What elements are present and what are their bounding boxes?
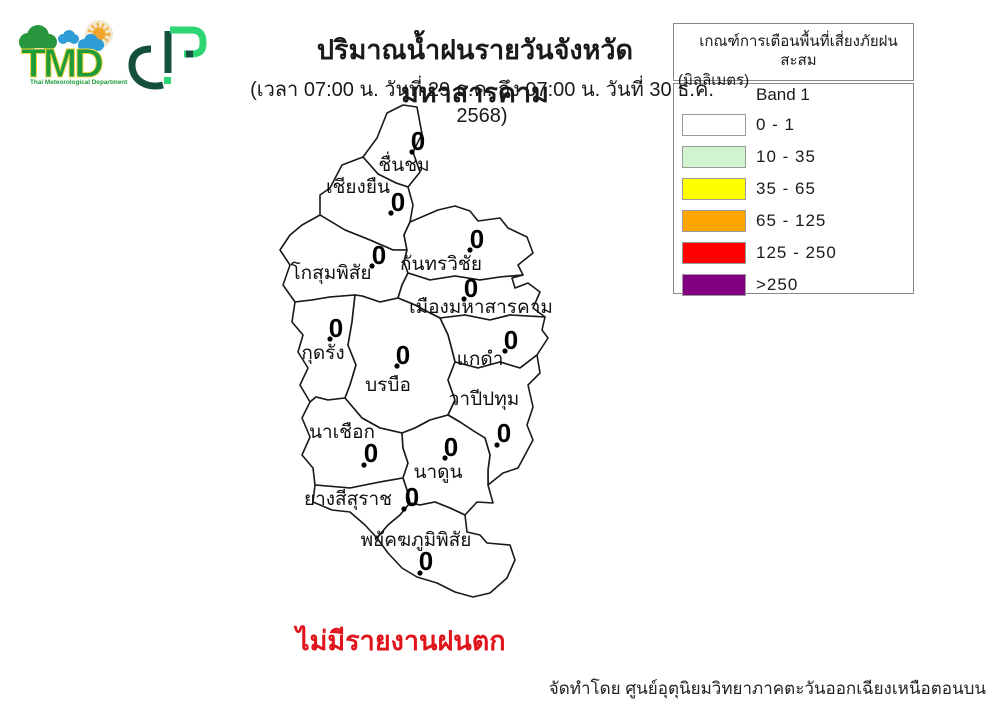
district-label: เชียงยืน xyxy=(326,176,390,198)
district-label: โกสุมพิสัย xyxy=(290,261,371,285)
sun-rays-icon xyxy=(87,22,111,46)
district-label: แกดำ xyxy=(457,349,504,370)
district-shape-chuenchom xyxy=(362,104,423,188)
rainfall-value: 0 xyxy=(372,240,386,270)
district-annotations: 0 ชื่นชม 0 เชียงยืน 0 โกสุมพิสัย 0 กันทร… xyxy=(290,126,552,576)
legend-row: 65 - 125 xyxy=(682,210,913,232)
district-label: ยางสีสุราช xyxy=(304,488,392,511)
legend-band-label: Band 1 xyxy=(756,85,810,104)
rainfall-value: 0 xyxy=(504,325,518,355)
station-dot xyxy=(361,462,367,468)
rainfall-value: 0 xyxy=(497,418,511,448)
district-label: วาปีปทุม xyxy=(449,388,520,411)
legend-range-label: >250 xyxy=(756,275,799,294)
rainfall-value: 0 xyxy=(396,340,410,370)
rainfall-value: 0 xyxy=(405,482,419,512)
station-dot xyxy=(502,348,508,354)
district-shape-phayakkhaphumphisai xyxy=(376,501,516,598)
legend-scale: Band 1 0 - 1 10 - 35 35 - 65 65 - 125 12… xyxy=(673,83,914,296)
no-rain-report-note: ไม่มีรายงานฝนตก xyxy=(296,626,506,656)
legend-range-label: 125 - 250 xyxy=(756,243,837,262)
district-label: กันทรวิชัย xyxy=(400,254,482,275)
rainfall-value: 0 xyxy=(464,273,478,303)
page-subtitle: (เวลา 07:00 น. วันที่ 29 ธ.ค. ถึง 07:00 … xyxy=(250,79,714,127)
header-logos: TMD Thai Meteorological Department xyxy=(19,20,207,90)
legend-range-label: 35 - 65 xyxy=(756,179,816,198)
legend-swatch xyxy=(682,178,746,200)
legend-row: 125 - 250 xyxy=(682,242,913,264)
legend-row: 35 - 65 xyxy=(682,178,913,200)
station-dot xyxy=(409,149,415,155)
legend-swatch xyxy=(682,114,746,136)
district-label: นาดูน xyxy=(414,462,463,483)
cloud-icon xyxy=(58,30,104,51)
legend-swatch xyxy=(682,210,746,232)
legend-header: เกณฑ์การเตือนพื้นที่เสี่ยงภัยฝนสะสม (มิล… xyxy=(673,23,914,89)
legend-row: 10 - 35 xyxy=(682,146,913,168)
rainfall-value: 0 xyxy=(329,313,343,343)
tmd-logo: TMD Thai Meteorological Department xyxy=(19,20,128,87)
station-dot xyxy=(401,506,407,512)
district-shape-kantharawichai xyxy=(403,205,534,281)
legend: เกณฑ์การเตือนพื้นที่เสี่ยงภัยฝนสะสม (มิล… xyxy=(673,23,914,296)
station-dot xyxy=(467,247,473,253)
station-dot xyxy=(394,363,400,369)
tree-canopy-icon xyxy=(19,25,57,51)
legend-range-label: 65 - 125 xyxy=(756,211,827,230)
district-label: บรบือ xyxy=(365,375,411,396)
tmd-logo-subtext: Thai Meteorological Department xyxy=(30,79,128,86)
station-dot xyxy=(388,210,394,216)
district-label: กุดรัง xyxy=(301,343,344,365)
rainfall-value: 0 xyxy=(470,224,484,254)
legend-swatch xyxy=(682,274,746,296)
rainfall-value: 0 xyxy=(444,432,458,462)
station-dot xyxy=(461,296,467,302)
station-dot xyxy=(494,442,500,448)
de-logo-icon xyxy=(128,26,207,90)
district-label: ชื่นชม xyxy=(378,151,429,176)
legend-range-label: 0 - 1 xyxy=(756,115,796,134)
legend-swatch xyxy=(682,146,746,168)
rainfall-value: 0 xyxy=(391,187,405,217)
credit-text: จัดทำโดย ศูนย์อุตุนิยมวิทยาภาคตะวันออกเฉ… xyxy=(548,679,986,698)
rainfall-value: 0 xyxy=(419,546,433,576)
station-dot xyxy=(417,570,423,576)
rainfall-value: 0 xyxy=(364,438,378,468)
station-dot xyxy=(442,455,448,461)
district-label: เมืองมหาสารคาม xyxy=(409,297,553,318)
legend-row: >250 xyxy=(682,274,913,296)
legend-unit: (มิลลิเมตร) xyxy=(678,72,750,89)
station-dot xyxy=(327,336,333,342)
legend-swatch xyxy=(682,242,746,264)
page-title: ปริมาณน้ำฝนรายวันจังหวัดมหาสารคาม xyxy=(316,35,634,108)
district-label: พยัคฆภูมิพิสัย xyxy=(361,530,472,551)
district-shapes xyxy=(279,104,549,598)
district-label: นาเชือก xyxy=(309,422,375,443)
legend-row: 0 - 1 xyxy=(682,114,913,136)
rainfall-value: 0 xyxy=(411,126,425,156)
legend-title: เกณฑ์การเตือนพื้นที่เสี่ยงภัยฝนสะสม xyxy=(699,33,898,69)
tmd-logo-text: TMD xyxy=(21,40,102,86)
legend-range-label: 10 - 35 xyxy=(756,147,816,166)
station-dot xyxy=(369,263,375,269)
